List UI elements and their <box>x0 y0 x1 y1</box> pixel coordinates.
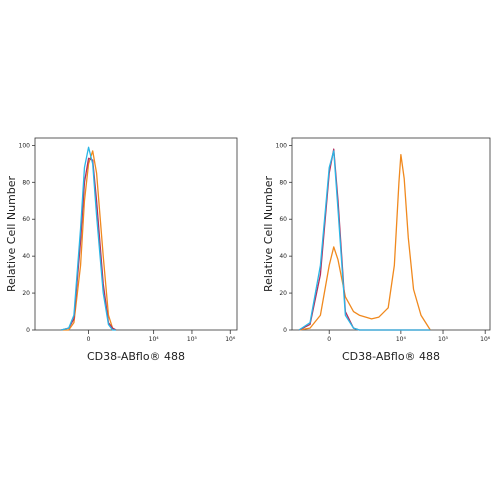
x-tick-label: 0 <box>327 336 331 343</box>
x-tick-label: 10⁶ <box>225 336 236 343</box>
plot-frame <box>291 137 491 331</box>
x-tick-label: 10⁶ <box>480 336 491 343</box>
y-tick-label: 60 <box>279 216 287 223</box>
y-tick-label: 0 <box>26 327 30 334</box>
x-tick-label: 10⁴ <box>396 336 407 343</box>
histogram-line <box>298 150 431 331</box>
x-tick-label: 0 <box>87 336 91 343</box>
x-tick-label: 10⁵ <box>187 336 198 343</box>
y-axis-label: Relative Cell Number <box>262 175 275 292</box>
y-tick-label: 80 <box>22 179 30 186</box>
y-tick-label: 20 <box>22 290 30 297</box>
histogram-line <box>61 150 117 331</box>
x-tick-label: 10⁵ <box>438 336 449 343</box>
x-axis-label: CD38-ABflo® 488 <box>342 350 440 363</box>
y-tick-label: 80 <box>279 179 287 186</box>
plot: 0 20 40 60 80 100 0 10⁴ 10⁵ 10⁶ CD38-ABflo® 488 Rel… <box>262 137 491 363</box>
x-axis-label: CD38-ABflo® 488 <box>87 350 185 363</box>
plot-frame <box>34 137 238 331</box>
x-tick-label: 10⁴ <box>149 336 160 343</box>
y-tick-label: 40 <box>279 253 287 260</box>
plot: 0 20 40 60 80 100 0 10⁴ 10⁵ 10⁶ CD38-ABflo® 488 Rel… <box>5 137 238 363</box>
y-axis-label: Relative Cell Number <box>5 175 18 292</box>
histogram-line <box>298 153 431 331</box>
y-tick-label: 20 <box>279 290 287 297</box>
y-tick-label: 100 <box>276 142 288 149</box>
histogram-line <box>61 146 116 331</box>
y-tick-label: 60 <box>22 216 30 223</box>
y-tick-label: 40 <box>22 253 30 260</box>
y-tick-label: 100 <box>19 142 31 149</box>
y-tick-label: 0 <box>283 327 287 334</box>
histogram-line <box>298 148 431 331</box>
histogram-line <box>61 157 117 331</box>
